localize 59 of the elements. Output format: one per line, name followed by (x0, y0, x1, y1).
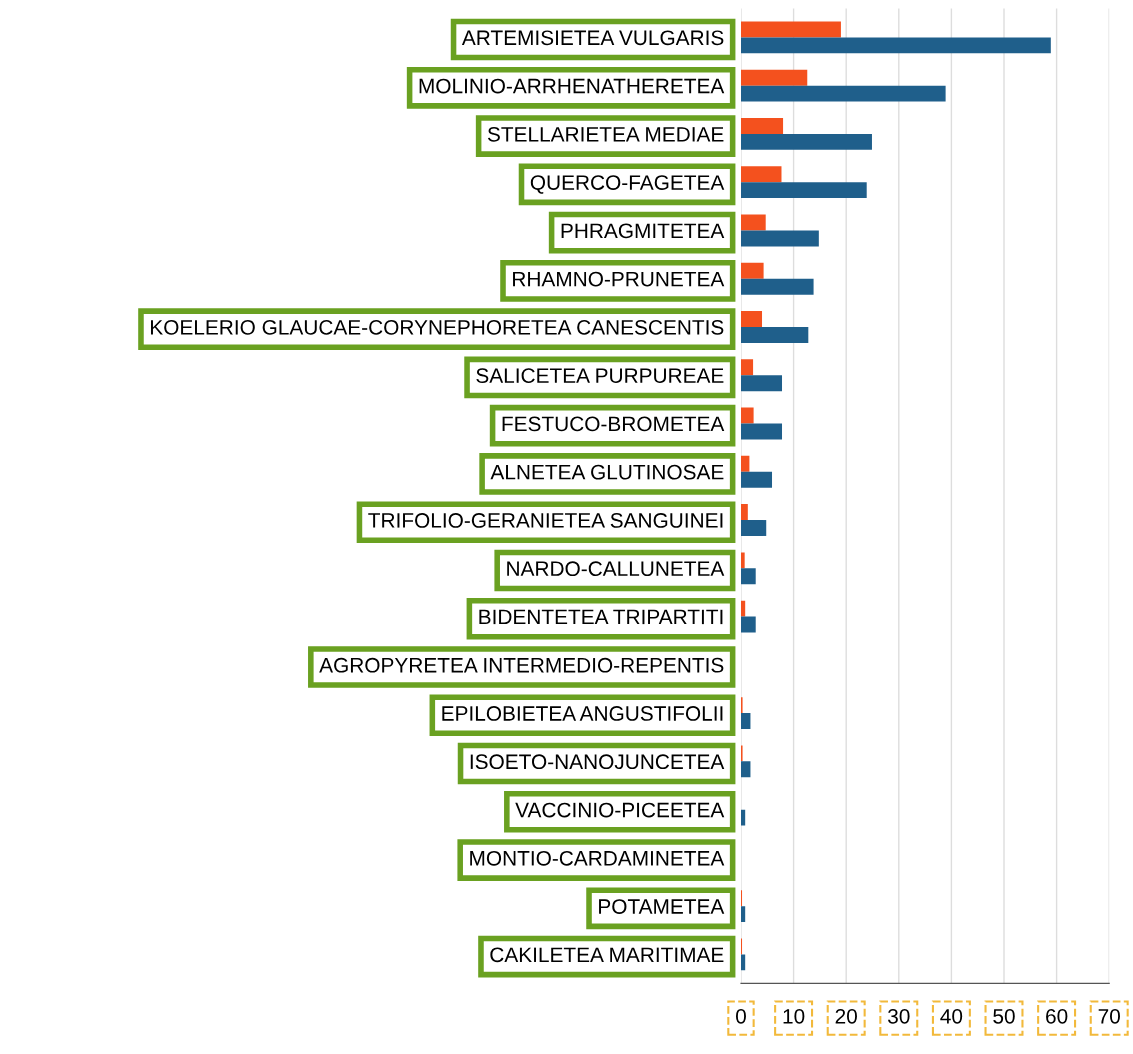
bar (740, 761, 751, 778)
y-tick-label: POTAMETEA (599, 899, 725, 914)
x-tick-label: 20 (835, 1008, 857, 1024)
bar (740, 214, 766, 231)
y-tick-label: FESTUCO-BROMETEA (502, 416, 725, 432)
bar (740, 713, 751, 730)
y-tick-label: ISOETO-NANOJUNCETEA (470, 754, 725, 770)
y-tick-label: BIDENTETEA TRIPARTITI (479, 609, 723, 625)
bar (740, 906, 746, 923)
bar (740, 166, 782, 183)
bar (740, 954, 746, 971)
bar (740, 182, 867, 199)
y-tick-label: QUERCO-FAGETEA (530, 175, 725, 194)
bar (740, 552, 745, 569)
y-tick-label: SALICETEA PURPUREAE (476, 368, 724, 383)
bar (740, 278, 814, 295)
bar (740, 471, 773, 488)
x-tick-label: 70 (1098, 1008, 1120, 1024)
bar (740, 69, 808, 86)
bar (740, 311, 763, 327)
bar (740, 375, 783, 392)
bar (740, 359, 754, 376)
bar (740, 423, 783, 440)
y-tick-label: KOELERIO GLAUCAE-CORYNEPHORETEA CANESCENTIS (151, 319, 724, 335)
x-tick-label: 30 (888, 1008, 910, 1024)
y-tick-label: TRIFOLIO-GERANIETEA SANGUINEI (368, 513, 723, 528)
bar (740, 455, 750, 472)
bar (740, 600, 746, 617)
bar (740, 504, 748, 521)
x-tick-label: 40 (940, 1008, 963, 1024)
bar (740, 326, 809, 343)
y-tick-label: CAKILETEA MARITIMAE (490, 947, 724, 963)
y-tick-label: ALNETEA GLUTINOSAE (490, 464, 724, 480)
bar (740, 230, 819, 247)
y-tick-label: RHAMNO-PRUNETEA (513, 271, 725, 287)
bar (740, 262, 764, 279)
bar (740, 809, 746, 826)
bar (740, 568, 756, 585)
y-tick-label: EPILOBIETEA ANGUSTIFOLII (442, 706, 723, 721)
bar (740, 117, 784, 134)
x-tick-label: 0 (736, 1008, 746, 1024)
y-tick-label: MONTIO-CARDAMINETEA (470, 850, 725, 866)
bar (740, 520, 767, 536)
bar (740, 133, 872, 150)
bar (740, 616, 756, 633)
bar (740, 21, 841, 38)
y-tick-label: MOLINIO-ARRHENATHERETEA (419, 78, 725, 94)
y-tick-label: VACCINIO-PICEETEA (515, 802, 725, 818)
x-tick-label: 60 (1046, 1008, 1068, 1024)
x-tick-label: 10 (783, 1008, 805, 1024)
y-tick-label: NARDO-CALLUNETEA (507, 561, 725, 577)
y-tick-label: PHRAGMITETEA (561, 223, 725, 239)
y-tick-label: ARTEMISIETEA VULGARIS (461, 30, 724, 46)
bar (740, 407, 754, 424)
x-tick-label: 50 (993, 1008, 1015, 1024)
y-tick-label: AGROPYRETEA INTERMEDIO-REPENTIS (319, 657, 724, 673)
bar (740, 37, 1051, 54)
y-tick-label: STELLARIETEA MEDIAE (487, 126, 724, 142)
bar (740, 85, 946, 102)
